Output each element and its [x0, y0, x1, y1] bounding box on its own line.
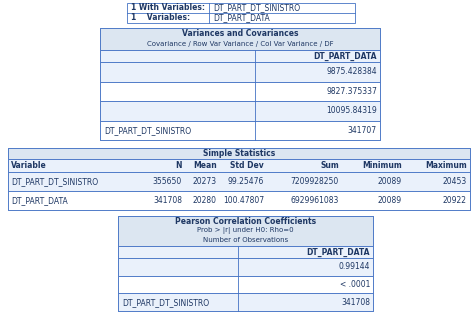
Text: DT_PART_DATA: DT_PART_DATA	[313, 51, 376, 61]
Text: 20453: 20453	[442, 177, 466, 186]
Bar	[100, 82, 379, 101]
Text: 9875.428384: 9875.428384	[326, 67, 376, 76]
Text: DT_PART_DATA: DT_PART_DATA	[306, 247, 369, 257]
Text: 10095.84319: 10095.84319	[326, 106, 376, 115]
Text: 20922: 20922	[442, 196, 466, 205]
Text: 7209928250: 7209928250	[290, 177, 338, 186]
Bar	[118, 216, 372, 246]
Text: N: N	[175, 161, 182, 170]
Bar	[118, 276, 372, 293]
Text: Std Dev: Std Dev	[230, 161, 263, 170]
Bar	[8, 148, 469, 159]
Text: 20280: 20280	[193, 196, 217, 205]
Bar	[100, 28, 379, 50]
Text: DT_PART_DT_SINISTRO: DT_PART_DT_SINISTRO	[122, 298, 208, 307]
Bar	[100, 121, 379, 140]
Text: < .0001: < .0001	[339, 280, 369, 289]
Text: 20089: 20089	[377, 177, 401, 186]
Text: Variable: Variable	[11, 161, 47, 170]
Bar	[100, 28, 379, 140]
Text: Mean: Mean	[193, 161, 217, 170]
Text: 100.47807: 100.47807	[222, 196, 263, 205]
Bar	[8, 148, 469, 210]
Text: 341708: 341708	[153, 196, 182, 205]
Text: Covariance / Row Var Variance / Col Var Variance / DF: Covariance / Row Var Variance / Col Var …	[147, 41, 333, 47]
Bar	[8, 191, 469, 210]
Text: 341708: 341708	[340, 298, 369, 307]
Text: DT_PART_DATA: DT_PART_DATA	[213, 14, 269, 23]
Text: Minimum: Minimum	[361, 161, 401, 170]
Text: DT_PART_DT_SINISTRO: DT_PART_DT_SINISTRO	[213, 3, 299, 13]
Text: 0.99144: 0.99144	[338, 262, 369, 271]
Text: DT_PART_DT_SINISTRO: DT_PART_DT_SINISTRO	[104, 126, 191, 135]
Text: Variances and Covariances: Variances and Covariances	[181, 30, 298, 39]
Bar	[8, 159, 469, 172]
Text: 20273: 20273	[192, 177, 217, 186]
Bar	[118, 216, 372, 311]
Text: 341707: 341707	[347, 126, 376, 135]
Text: 20089: 20089	[377, 196, 401, 205]
Bar	[118, 246, 372, 258]
Bar	[118, 293, 372, 311]
Text: Maximum: Maximum	[425, 161, 466, 170]
Text: Number of Observations: Number of Observations	[202, 237, 288, 243]
Bar	[100, 101, 379, 121]
Text: DT_PART_DT_SINISTRO: DT_PART_DT_SINISTRO	[11, 177, 98, 186]
Bar	[127, 3, 354, 23]
Text: 1 With Variables:: 1 With Variables:	[131, 3, 205, 13]
Bar	[100, 62, 379, 82]
Bar	[8, 172, 469, 191]
Text: Simple Statistics: Simple Statistics	[202, 149, 275, 158]
Text: 9827.375337: 9827.375337	[326, 87, 376, 96]
Text: 355650: 355650	[152, 177, 182, 186]
Text: Pearson Correlation Coefficients: Pearson Correlation Coefficients	[175, 218, 316, 226]
Text: Sum: Sum	[319, 161, 338, 170]
Text: DT_PART_DATA: DT_PART_DATA	[11, 196, 68, 205]
Text: Prob > |r| under H0: Rho=0: Prob > |r| under H0: Rho=0	[197, 228, 293, 235]
Text: 1    Variables:: 1 Variables:	[131, 14, 190, 23]
Bar	[118, 258, 372, 276]
Bar	[100, 50, 379, 62]
Text: 99.25476: 99.25476	[227, 177, 263, 186]
Text: 6929961083: 6929961083	[290, 196, 338, 205]
